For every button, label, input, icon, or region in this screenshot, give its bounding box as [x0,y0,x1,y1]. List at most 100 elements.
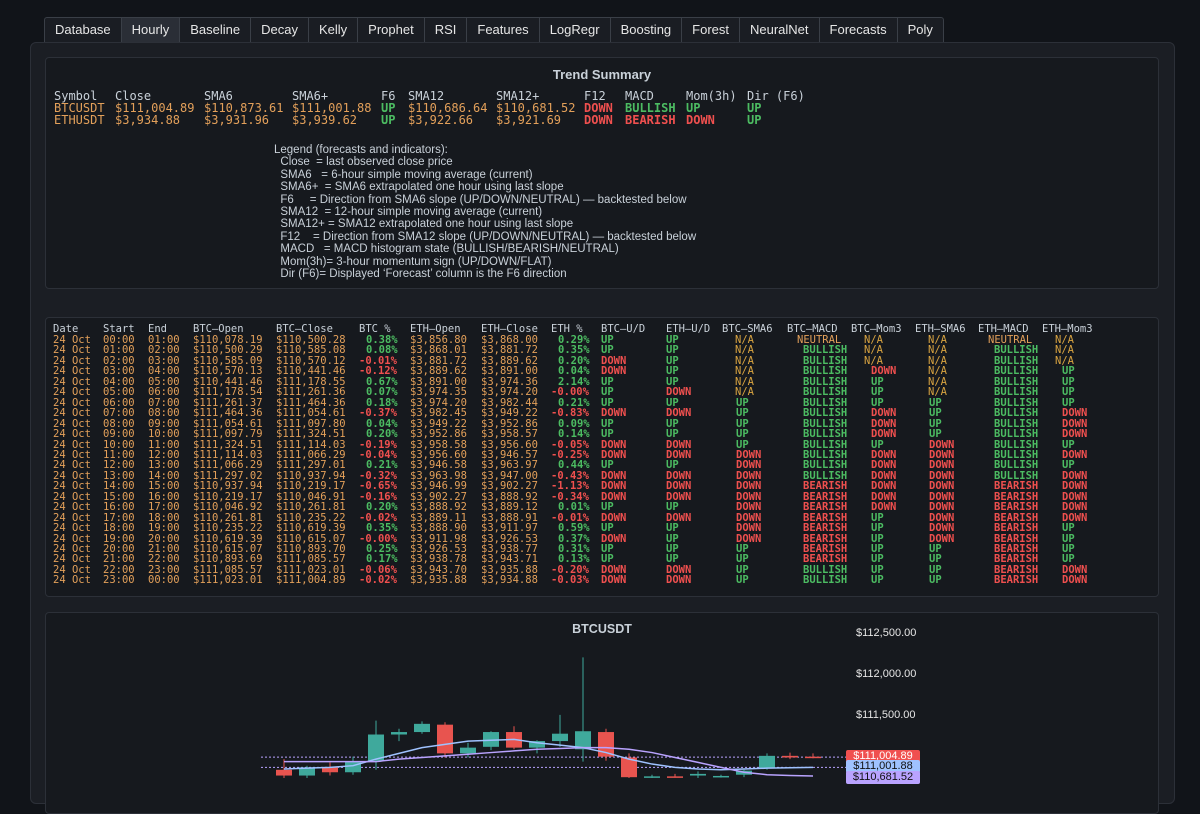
hourly-cell: UP [601,417,614,430]
hourly-cell: 12:00 [148,448,180,461]
hourly-cell: $111,261.37 [193,396,263,409]
tab-decay[interactable]: Decay [250,17,308,43]
hourly-cell: $3,974.20 [481,386,538,399]
hourly-cell: 0.17% [366,553,398,566]
hourly-cell: BULLISH [994,428,1039,441]
hourly-cell: 01:00 [148,334,180,346]
hourly-cell: $3,963.98 [410,469,467,482]
hourly-cell: $110,078.19 [193,334,263,346]
hourly-cell: DOWN [736,459,762,472]
hourly-cell: DOWN [929,522,955,535]
hourly-cell: BULLISH [803,375,848,388]
tab-database[interactable]: Database [44,17,121,43]
candlestick-chart[interactable] [46,613,1158,813]
hourly-cell: $3,949.22 [410,417,467,430]
tab-forest[interactable]: Forest [681,17,739,43]
hourly-cell: 19:00 [103,532,135,545]
hourly-cell: DOWN [1062,417,1088,430]
hourly-cell: UP [736,438,749,451]
hourly-cell: DOWN [601,532,627,545]
y-tick-label: $111,500.00 [856,709,916,722]
hourly-cell: $3,902.27 [481,480,538,493]
hourly-cell: $3,881.72 [481,344,538,357]
y-tick-label: $112,500.00 [856,627,917,640]
hourly-cell: $3,946.58 [410,459,467,472]
tab-rsi[interactable]: RSI [423,17,467,43]
hourly-cell: DOWN [1062,407,1088,420]
hourly-cell: UP [929,407,942,420]
hourly-cell: DOWN [871,407,897,420]
hourly-cell: $3,974.20 [410,396,467,409]
tab-baseline[interactable]: Baseline [179,17,251,43]
hourly-cell: N/A [928,375,947,388]
tab-hourly[interactable]: Hourly [120,17,180,43]
hourly-cell: DOWN [601,448,627,461]
hourly-cell: 21:00 [103,553,135,566]
summary-header-cell: Mom(3h) [686,89,737,103]
hourly-cell: 0.20% [558,354,590,367]
hourly-cell: UP [666,396,679,409]
tab-kelly[interactable]: Kelly [307,17,358,43]
hourly-cell: N/A [928,365,947,378]
hourly-cell: BEARISH [994,490,1039,503]
hourly-cell: BULLISH [803,438,848,451]
hourly-table-card: Date Start End BTC–Open BTC–Close BTC % ETH–Op… [45,317,1159,597]
summary-cell: DOWN [584,101,613,115]
hourly-panel: Trend Summary Symbol Close SMA6 SMA6+ F6 SMA1… [30,42,1175,814]
hourly-cell: $3,938.78 [410,553,467,566]
hourly-cell: 06:00 [103,396,135,409]
hourly-cell: BULLISH [803,365,848,378]
hourly-cell: UP [666,344,679,357]
hourly-cell: N/A [735,344,754,357]
candle-body [345,761,361,773]
hourly-cell: 0.13% [558,553,590,566]
candle-body [644,776,660,778]
hourly-cell: $3,974.36 [481,375,538,388]
tab-neuralnet[interactable]: NeuralNet [739,17,819,43]
hourly-cell: DOWN [666,448,692,461]
hourly-cell: $111,464.36 [276,396,346,409]
hourly-cell: UP [871,563,884,576]
hourly-cell: $3,956.60 [410,448,467,461]
tab-forecasts[interactable]: Forecasts [818,17,897,43]
hourly-cell: UP [666,417,679,430]
hourly-cell: BEARISH [994,511,1039,524]
tab-logregr[interactable]: LogRegr [538,17,610,43]
hourly-cell: -0.16% [359,490,397,503]
tab-prophet[interactable]: Prophet [357,17,424,43]
hourly-cell: $110,619.39 [193,532,263,545]
hourly-cell: 24 Oct [53,334,91,346]
hourly-cell: N/A [928,354,947,367]
hourly-cell: BULLISH [994,344,1039,357]
hourly-cell: DOWN [1062,574,1088,587]
hourly-cell: BEARISH [803,490,848,503]
hourly-cell: $3,902.27 [410,490,467,503]
hourly-header-cell: BTC–U/D [601,323,646,335]
hourly-cell: 03:00 [103,365,135,378]
hourly-cell: DOWN [736,480,762,493]
hourly-cell: BEARISH [994,480,1039,493]
tab-boosting[interactable]: Boosting [609,17,682,43]
hourly-cell: UP [871,522,884,535]
tab-poly[interactable]: Poly [896,17,944,43]
hourly-cell: DOWN [736,501,762,514]
hourly-cell: $110,585.09 [193,354,263,367]
hourly-cell: BULLISH [803,386,848,399]
hourly-header-cell: ETH % [551,323,583,335]
hourly-cell: $3,889.62 [410,365,467,378]
hourly-cell: BULLISH [994,375,1039,388]
summary-cell: $110,873.61 [204,101,284,115]
hourly-cell: 0.67% [366,375,398,388]
summary-cell: $3,939.62 [292,113,358,127]
hourly-cell: 0.20% [366,428,398,441]
hourly-cell: DOWN [666,438,692,451]
candle-body [667,776,683,778]
hourly-cell: UP [601,428,614,441]
hourly-cell: BULLISH [994,396,1039,409]
hourly-cell: $3,952.86 [481,417,538,430]
hourly-cell: 24 Oct [53,459,91,472]
summary-header-cell: SMA6+ [292,89,329,103]
hourly-cell: DOWN [666,480,692,493]
hourly-cell: 03:00 [148,354,180,367]
tab-features[interactable]: Features [466,17,539,43]
